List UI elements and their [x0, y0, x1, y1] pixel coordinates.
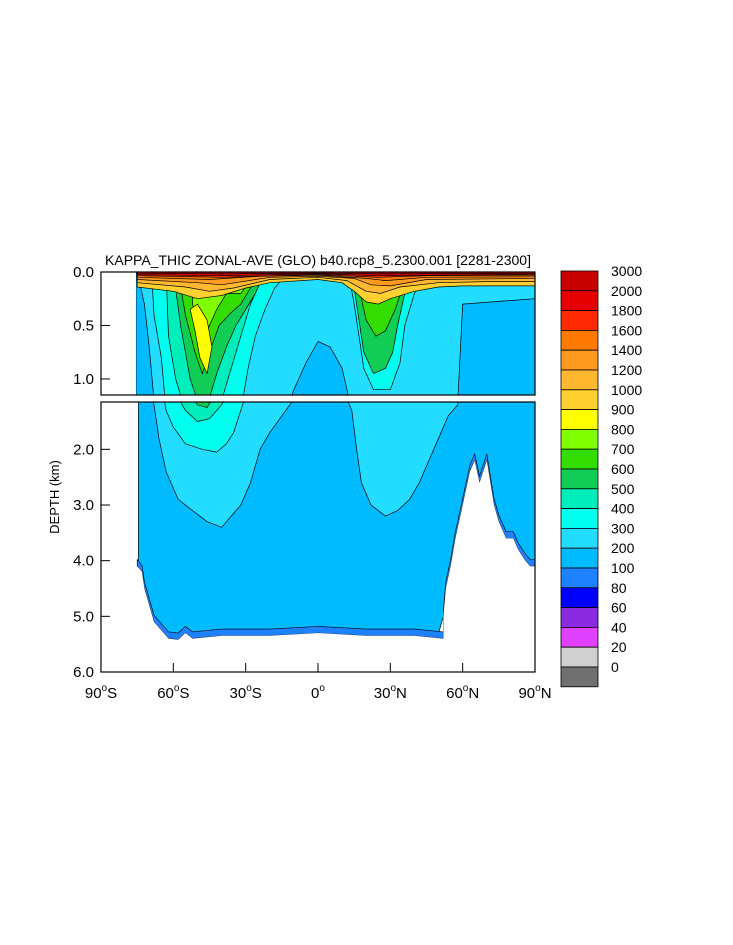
legend-label: 1200: [611, 362, 642, 378]
land-antarctica: [101, 402, 136, 672]
land-antarctica: [101, 272, 136, 395]
legend-swatch: [560, 666, 599, 688]
y-tick-label: 5.0: [73, 608, 94, 625]
legend-label: 1000: [611, 382, 642, 398]
legend-swatch: [560, 587, 599, 608]
x-tick-label: 90oN: [518, 683, 551, 702]
legend-label: 1400: [611, 342, 642, 358]
legend-label: 500: [611, 481, 635, 497]
legend-swatch: [560, 428, 599, 450]
y-tick-label: 0.5: [73, 317, 94, 334]
x-tick-number: 60: [446, 685, 463, 702]
x-tick-degree: o: [535, 683, 541, 694]
legend-swatch: [560, 488, 599, 509]
legend-label: 800: [611, 421, 635, 437]
legend-swatch: [560, 310, 599, 331]
x-tick-hemisphere: N: [468, 685, 479, 702]
y-tick-label: 0.0: [73, 264, 94, 281]
x-tick-degree: o: [463, 683, 469, 694]
x-tick-label: 30oS: [230, 683, 262, 702]
legend-swatch: [560, 567, 599, 589]
legend-label: 400: [611, 501, 635, 517]
x-tick-number: 30: [230, 685, 247, 702]
legend-swatch: [560, 547, 599, 569]
legend-label: 80: [611, 580, 627, 596]
legend-swatch: [560, 528, 599, 549]
x-tick-number: 30: [374, 685, 391, 702]
legend-swatch: [560, 627, 599, 648]
chart-title: KAPPA_THIC ZONAL-AVE (GLO) b40.rcp8_5.23…: [105, 252, 531, 268]
x-tick-hemisphere: S: [107, 685, 117, 702]
x-tick-hemisphere: S: [252, 685, 262, 702]
legend-label: 200: [611, 540, 635, 556]
x-tick-number: 60: [157, 685, 174, 702]
legend-swatch: [560, 329, 599, 351]
legend-label: 2000: [611, 283, 642, 299]
legend-swatch: [560, 409, 599, 430]
legend-label: 900: [611, 402, 635, 418]
legend-swatch: [560, 369, 599, 391]
y-tick-label: 3.0: [73, 497, 94, 514]
panel-upper: [101, 272, 535, 395]
legend-label: 700: [611, 441, 635, 457]
legend-swatch: [560, 646, 599, 668]
x-tick-label: 60oS: [157, 683, 189, 702]
x-tick-number: 90: [518, 685, 535, 702]
legend-swatch: [560, 290, 599, 311]
x-tick-degree: o: [319, 683, 325, 694]
x-tick-label: 90oS: [85, 683, 117, 702]
legend-swatch: [560, 508, 599, 529]
y-tick-label: 4.0: [73, 553, 94, 570]
legend-swatch: [560, 448, 599, 470]
x-tick-degree: o: [390, 683, 396, 694]
panel-lower: [101, 402, 535, 672]
x-tick-hemisphere: N: [541, 685, 552, 702]
y-tick-label: 6.0: [73, 664, 94, 681]
contour-level-500: [180, 402, 224, 422]
contour-level-400: [164, 402, 244, 453]
color-legend: 3000200018001600140012001000900800700600…: [560, 263, 642, 688]
x-tick-hemisphere: N: [396, 685, 407, 702]
legend-label: 0: [611, 659, 619, 675]
contour-level-900: [189, 303, 213, 374]
y-tick-label: 1.0: [73, 371, 94, 388]
x-tick-degree: o: [174, 683, 180, 694]
x-tick-degree: o: [246, 683, 252, 694]
legend-swatch: [560, 349, 599, 371]
upper-panel-frame: [100, 271, 536, 396]
y-tick-label: 2.0: [73, 441, 94, 458]
x-tick-degree: o: [102, 683, 108, 694]
legend-label: 300: [611, 520, 635, 536]
legend-label: 60: [611, 600, 627, 616]
legend-swatch: [560, 270, 599, 292]
legend-label: 600: [611, 461, 635, 477]
legend-swatch: [560, 607, 599, 628]
legend-swatch: [560, 468, 599, 490]
plot-area: [101, 272, 535, 672]
legend-label: 100: [611, 560, 635, 576]
contour-level-100: [136, 452, 535, 641]
x-tick-label: 30oN: [374, 683, 407, 702]
legend-label: 20: [611, 639, 627, 655]
legend-label: 1600: [611, 322, 642, 338]
x-tick-number: 0: [311, 685, 319, 702]
x-tick-hemisphere: S: [179, 685, 189, 702]
x-tick-number: 90: [85, 685, 102, 702]
land-mask: [101, 460, 535, 672]
legend-label: 1800: [611, 303, 642, 319]
contour-level-600: [195, 402, 211, 408]
legend-swatch: [560, 389, 599, 410]
x-tick-label: 60oN: [446, 683, 479, 702]
y-axis-label: DEPTH (km): [47, 460, 62, 534]
legend-label: 3000: [611, 263, 642, 279]
legend-label: 40: [611, 619, 627, 635]
x-tick-label: 0o: [311, 683, 325, 702]
